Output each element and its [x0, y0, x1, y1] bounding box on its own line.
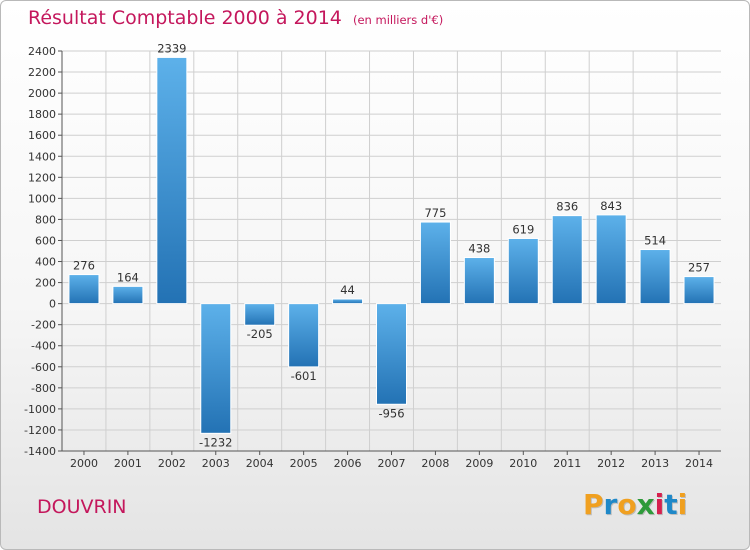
- logo-letter: r: [603, 488, 618, 521]
- chart-unit: (en milliers d'€): [352, 13, 444, 27]
- y-tick-label: 600: [35, 234, 56, 247]
- x-tick-label: 2002: [158, 457, 186, 470]
- x-tick-label: 2008: [421, 457, 449, 470]
- bar-2009: [463, 257, 495, 305]
- y-tick-label: -600: [31, 361, 56, 374]
- data-label-2007: -956: [378, 406, 404, 420]
- y-tick-label: -400: [31, 340, 56, 353]
- bar-2010: [507, 237, 539, 305]
- y-tick-label: 2400: [28, 45, 56, 58]
- bar-2002: [156, 56, 188, 305]
- x-tick-label: 2014: [685, 457, 713, 470]
- y-tick-label: 1800: [28, 108, 56, 121]
- y-tick-label: 800: [35, 213, 56, 226]
- data-label-2003: -1232: [199, 435, 232, 449]
- bar-2000: [68, 274, 100, 305]
- data-label-2001: 164: [117, 270, 139, 284]
- logo-letter: i: [677, 488, 688, 521]
- data-label-2009: 438: [468, 242, 490, 256]
- bar-2007: [376, 303, 407, 405]
- y-tick-label: 400: [35, 256, 56, 269]
- data-label-2013: 514: [644, 234, 666, 248]
- x-tick-label: 2005: [290, 457, 318, 470]
- x-tick-label: 2000: [70, 457, 98, 470]
- data-label-2008: 775: [424, 206, 446, 220]
- x-tick-label: 2001: [114, 457, 142, 470]
- y-tick-label: 1200: [28, 171, 56, 184]
- y-axis-ticks: 2400220020001800160014001200100080060040…: [24, 45, 62, 458]
- data-labels: 276 164 2339 -1232 -205 -601 44 -956 775 438 619 83…: [73, 41, 710, 449]
- proxiti-logo: Proxiti: [583, 488, 687, 521]
- x-tick-label: 2006: [334, 457, 362, 470]
- x-tick-label: 2010: [509, 457, 537, 470]
- data-label-2012: 843: [600, 199, 622, 213]
- y-tick-label: -1000: [24, 403, 56, 416]
- bar-2004: [244, 303, 276, 326]
- logo-letter: o: [617, 488, 637, 521]
- x-tick-label: 2013: [641, 457, 669, 470]
- y-tick-label: -200: [31, 319, 56, 332]
- bars: [68, 56, 715, 434]
- x-axis-ticks: 2000 2001 2002 2003 2004 2005 2006 2007 2008 2009…: [70, 451, 713, 470]
- data-label-2006: 44: [340, 283, 355, 297]
- data-label-2002: 2339: [157, 41, 186, 55]
- bar-2014: [683, 276, 715, 305]
- bar-2006: [332, 298, 364, 305]
- x-tick-label: 2012: [597, 457, 625, 470]
- axes: [61, 51, 721, 452]
- data-label-2014: 257: [688, 261, 710, 275]
- x-tick-label: 2003: [202, 457, 230, 470]
- bar-2005: [288, 303, 320, 368]
- bar-2011: [551, 215, 583, 305]
- chart-title: Résultat Comptable 2000 à 2014: [28, 7, 342, 29]
- data-label-2011: 836: [556, 200, 578, 214]
- bar-2003: [200, 303, 232, 434]
- x-tick-label: 2004: [246, 457, 274, 470]
- bar-2013: [639, 249, 671, 305]
- y-tick-label: 200: [35, 277, 56, 290]
- y-tick-label: -800: [31, 382, 56, 395]
- place-name: DOUVRIN: [37, 496, 127, 518]
- data-label-2010: 619: [512, 222, 534, 236]
- x-tick-label: 2011: [553, 457, 581, 470]
- bar-2012: [595, 214, 627, 305]
- y-tick-label: 2200: [28, 66, 56, 79]
- y-tick-label: 1600: [28, 129, 56, 142]
- y-tick-label: 1400: [28, 150, 56, 163]
- y-tick-label: -1200: [24, 424, 56, 437]
- logo-letter: x: [636, 488, 655, 521]
- data-label-2000: 276: [73, 259, 95, 273]
- logo-letter: i: [654, 488, 665, 521]
- y-tick-label: 2000: [28, 87, 56, 100]
- data-label-2004: -205: [247, 327, 273, 341]
- y-tick-label: 0: [49, 298, 56, 311]
- chart-title-row: Résultat Comptable 2000 à 2014 (en milli…: [28, 7, 443, 29]
- x-tick-label: 2007: [378, 457, 406, 470]
- logo-letter: P: [583, 488, 604, 521]
- y-tick-label: -1400: [24, 445, 56, 458]
- logo-letter: t: [664, 488, 678, 521]
- data-label-2005: -601: [291, 369, 317, 383]
- y-tick-label: 1000: [28, 192, 56, 205]
- bar-2001: [112, 285, 144, 305]
- bar-2008: [419, 221, 451, 305]
- x-tick-label: 2009: [465, 457, 493, 470]
